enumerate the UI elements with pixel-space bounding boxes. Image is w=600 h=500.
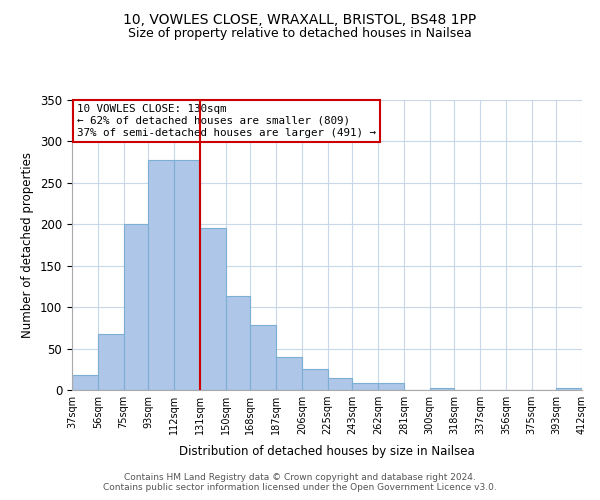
Bar bbox=[378, 384, 404, 390]
Y-axis label: Number of detached properties: Number of detached properties bbox=[22, 152, 34, 338]
Bar bbox=[98, 334, 124, 390]
Bar bbox=[72, 375, 98, 390]
Bar bbox=[328, 378, 352, 390]
Bar bbox=[302, 370, 328, 390]
Bar bbox=[226, 296, 250, 390]
Text: 10, VOWLES CLOSE, WRAXALL, BRISTOL, BS48 1PP: 10, VOWLES CLOSE, WRAXALL, BRISTOL, BS48… bbox=[124, 12, 476, 26]
Bar bbox=[556, 388, 582, 390]
Bar bbox=[124, 224, 148, 390]
Text: Contains HM Land Registry data © Crown copyright and database right 2024.
Contai: Contains HM Land Registry data © Crown c… bbox=[103, 473, 497, 492]
Bar bbox=[200, 228, 226, 390]
Bar bbox=[250, 324, 276, 390]
Text: Size of property relative to detached houses in Nailsea: Size of property relative to detached ho… bbox=[128, 28, 472, 40]
X-axis label: Distribution of detached houses by size in Nailsea: Distribution of detached houses by size … bbox=[179, 446, 475, 458]
Text: 10 VOWLES CLOSE: 130sqm
← 62% of detached houses are smaller (809)
37% of semi-d: 10 VOWLES CLOSE: 130sqm ← 62% of detache… bbox=[77, 104, 376, 138]
Bar bbox=[430, 388, 454, 390]
Bar bbox=[276, 357, 302, 390]
Bar bbox=[148, 160, 174, 390]
Bar bbox=[174, 160, 200, 390]
Bar bbox=[352, 384, 378, 390]
